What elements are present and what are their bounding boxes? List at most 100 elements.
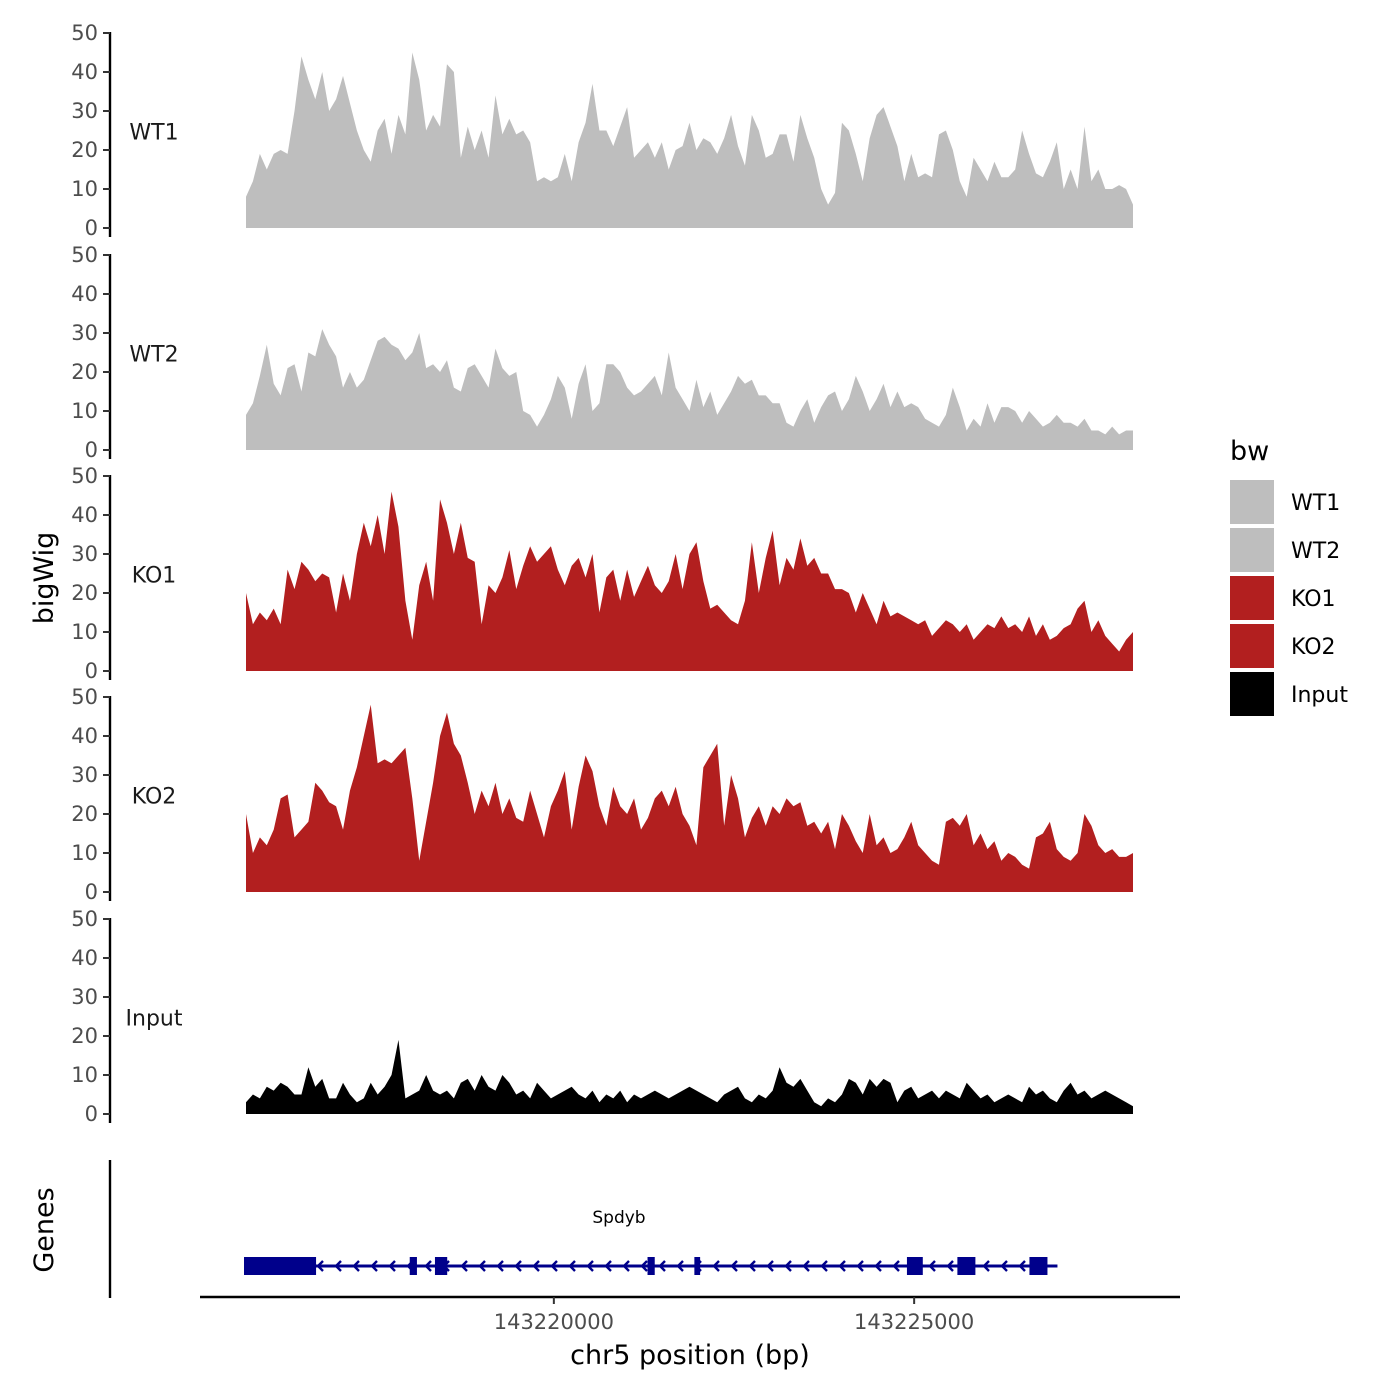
y-tick-label: 20 <box>71 138 98 162</box>
y-tick-label: 50 <box>71 243 98 267</box>
y-tick-label: 0 <box>85 1102 98 1126</box>
legend-swatch <box>1230 624 1274 668</box>
strand-arrow <box>712 1260 720 1272</box>
x-tick-label: 143225000 <box>854 1310 974 1334</box>
strand-arrow <box>640 1260 648 1272</box>
strand-arrow <box>1018 1260 1026 1272</box>
strand-arrow <box>622 1260 630 1272</box>
legend-swatch <box>1230 672 1274 716</box>
legend-item-wt1: WT1 <box>1230 480 1340 524</box>
y-tick-label: 50 <box>71 21 98 45</box>
strand-arrow <box>820 1260 828 1272</box>
gene-exon <box>244 1257 317 1275</box>
y-tick-label: 30 <box>71 99 98 123</box>
y-tick-label: 40 <box>71 282 98 306</box>
strand-arrow <box>568 1260 576 1272</box>
y-tick-label: 40 <box>71 724 98 748</box>
track-input: 0 10 20 30 40 50 Input <box>71 907 1133 1126</box>
strand-arrow <box>928 1260 936 1272</box>
legend-label: WT1 <box>1291 491 1340 516</box>
x-axis: 143220000 143225000 <box>200 1295 1180 1334</box>
track-label-wt2: WT2 <box>129 343 178 368</box>
strand-arrow <box>388 1260 396 1272</box>
strand-arrow <box>838 1260 846 1272</box>
y-tick-label: 10 <box>71 1063 98 1087</box>
y-tick-label: 40 <box>71 946 98 970</box>
area-wt1 <box>246 52 1133 228</box>
y-tick-label: 50 <box>71 685 98 709</box>
y-tick-label: 20 <box>71 360 98 384</box>
track-label-ko2: KO2 <box>132 785 177 810</box>
gene-exon <box>906 1257 923 1275</box>
strand-arrow <box>316 1260 324 1272</box>
y-tick-label: 0 <box>85 880 98 904</box>
legend-title: bw <box>1230 436 1269 467</box>
strand-arrow <box>892 1260 900 1272</box>
area-wt2 <box>246 329 1133 450</box>
strand-arrow <box>856 1260 864 1272</box>
y-tick-label: 30 <box>71 763 98 787</box>
strand-arrow <box>748 1260 756 1272</box>
y-tick-label: 20 <box>71 1024 98 1048</box>
track-label-input: Input <box>126 1007 183 1032</box>
legend-item-input: Input <box>1230 672 1348 716</box>
x-axis-title: chr5 position (bp) <box>570 1340 810 1371</box>
strand-arrow <box>1000 1260 1008 1272</box>
gene-exon <box>647 1257 655 1275</box>
strand-arrow <box>874 1260 882 1272</box>
strand-arrow <box>586 1260 594 1272</box>
legend-label: KO2 <box>1291 635 1336 660</box>
legend-label: KO1 <box>1291 587 1336 612</box>
area-ko1 <box>246 491 1133 671</box>
track-panels: 0 10 20 30 40 50 WT1 0 10 20 30 40 50 WT2 0 10 20 30 40 50 K… <box>71 21 1133 1126</box>
strand-arrow <box>802 1260 810 1272</box>
gene-exon <box>957 1257 976 1275</box>
strand-arrow <box>478 1260 486 1272</box>
legend-label: WT2 <box>1291 539 1340 564</box>
y-tick-label: 30 <box>71 985 98 1009</box>
track-label-ko1: KO1 <box>132 564 177 589</box>
y-tick-label: 10 <box>71 399 98 423</box>
y-tick-label: 20 <box>71 581 98 605</box>
y-tick-label: 30 <box>71 321 98 345</box>
strand-arrow <box>370 1260 378 1272</box>
track-label-wt1: WT1 <box>129 121 178 146</box>
x-tick-label: 143220000 <box>494 1310 614 1334</box>
y-tick-label: 0 <box>85 216 98 240</box>
strand-arrow <box>982 1260 990 1272</box>
y-tick-label: 30 <box>71 542 98 566</box>
y-tick-label: 40 <box>71 503 98 527</box>
strand-arrow <box>766 1260 774 1272</box>
gene-exon <box>409 1257 417 1275</box>
legend-swatch <box>1230 576 1274 620</box>
legend-label: Input <box>1291 683 1348 708</box>
strand-arrow <box>658 1260 666 1272</box>
legend-swatch <box>1230 528 1274 572</box>
legend-item-ko1: KO1 <box>1230 576 1336 620</box>
legend-item-ko2: KO2 <box>1230 624 1336 668</box>
y-axis-title: bigWig <box>29 532 60 625</box>
gene-spdyb: Spdyb <box>244 1208 1058 1275</box>
gene-exon <box>1029 1257 1048 1275</box>
legend: bw WT1 WT2 KO1 KO2 Input <box>1230 436 1348 716</box>
y-tick-label: 0 <box>85 659 98 683</box>
y-tick-label: 50 <box>71 907 98 931</box>
track-wt2: 0 10 20 30 40 50 WT2 <box>71 243 1133 462</box>
strand-arrow <box>334 1260 342 1272</box>
area-input <box>246 1039 1133 1114</box>
strand-arrow <box>784 1260 792 1272</box>
gene-panel: Spdyb <box>108 1160 1058 1298</box>
strand-arrow <box>424 1260 432 1272</box>
y-tick-label: 10 <box>71 620 98 644</box>
strand-arrow <box>532 1260 540 1272</box>
strand-arrow <box>550 1260 558 1272</box>
strand-arrow <box>730 1260 738 1272</box>
y-tick-label: 40 <box>71 60 98 84</box>
y-tick-label: 0 <box>85 438 98 462</box>
strand-arrow <box>514 1260 522 1272</box>
track-ko2: 0 10 20 30 40 50 KO2 <box>71 685 1133 904</box>
area-ko2 <box>246 704 1133 892</box>
strand-arrow <box>946 1260 954 1272</box>
y-tick-label: 20 <box>71 802 98 826</box>
